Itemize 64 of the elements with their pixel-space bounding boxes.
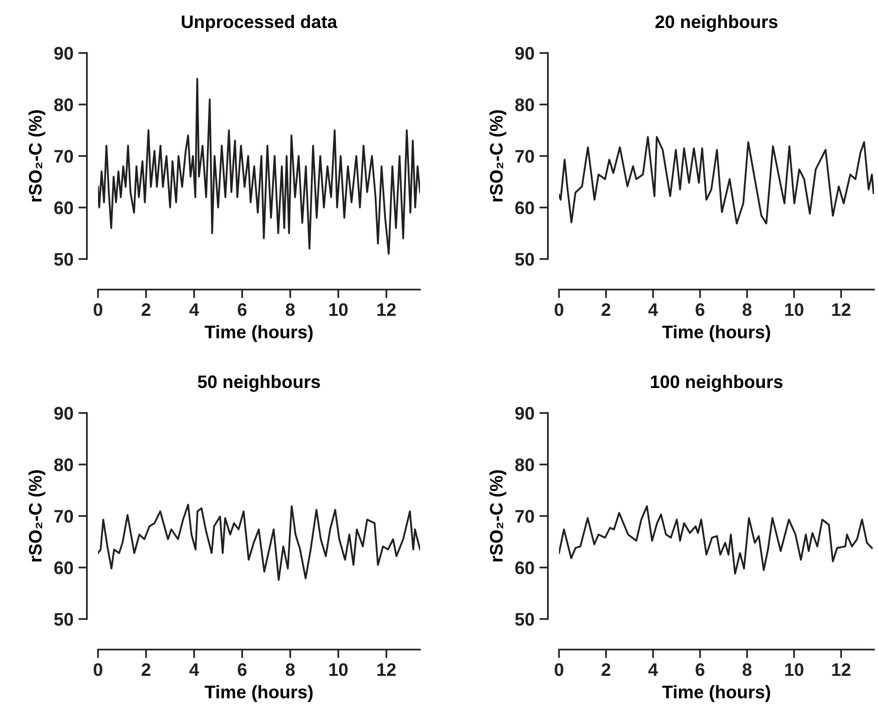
y-tick-label: 70 bbox=[515, 150, 534, 163]
x-tick-label: 10 bbox=[785, 303, 804, 316]
x-tick-label: 4 bbox=[189, 303, 200, 316]
y-tick-label: 50 bbox=[54, 252, 73, 266]
y-axis-title: rSO₂-C (%) bbox=[489, 110, 506, 202]
x-tick-label: 4 bbox=[648, 303, 658, 316]
x-tick-label: 4 bbox=[648, 663, 658, 676]
x-tick-label: 0 bbox=[94, 663, 102, 676]
x-tick-label: 2 bbox=[142, 663, 150, 676]
x-tick-label: 6 bbox=[238, 663, 247, 676]
y-tick-label: 50 bbox=[515, 252, 534, 266]
y-tick-label: 80 bbox=[54, 98, 73, 112]
y-tick-label: 70 bbox=[54, 150, 73, 163]
x-axis-title: Time (hours) bbox=[662, 685, 770, 702]
x-tick-label: 8 bbox=[742, 663, 752, 676]
x-tick-label: 6 bbox=[238, 303, 247, 316]
y-tick-label: 70 bbox=[54, 510, 73, 523]
x-axis-title: Time (hours) bbox=[662, 325, 770, 342]
x-tick-label: 10 bbox=[329, 303, 348, 316]
y-axis-title: rSO₂-C (%) bbox=[28, 470, 46, 562]
x-tick-label: 4 bbox=[189, 663, 200, 676]
chart-title: 20 neighbours bbox=[655, 14, 778, 32]
x-tick-label: 10 bbox=[329, 663, 348, 676]
line-series bbox=[98, 504, 420, 581]
y-tick-label: 80 bbox=[515, 458, 534, 472]
y-tick-label: 60 bbox=[515, 561, 534, 574]
x-axis-title: Time (hours) bbox=[204, 685, 313, 702]
x-tick-label: 8 bbox=[742, 303, 752, 316]
chart-title: 50 neighbours bbox=[198, 374, 320, 392]
y-tick-label: 70 bbox=[515, 510, 534, 523]
x-tick-label: 2 bbox=[142, 303, 150, 316]
y-tick-label: 60 bbox=[54, 561, 73, 574]
x-tick-label: 10 bbox=[785, 663, 804, 676]
x-tick-label: 12 bbox=[832, 303, 850, 316]
x-tick-label: 12 bbox=[377, 663, 396, 676]
line-series bbox=[98, 78, 420, 255]
line-series bbox=[559, 136, 874, 224]
y-tick-label: 90 bbox=[54, 46, 73, 60]
x-tick-label: 2 bbox=[602, 303, 610, 316]
chart-title: Unprocessed data bbox=[182, 14, 338, 32]
y-tick-label: 60 bbox=[515, 201, 534, 214]
y-tick-label: 60 bbox=[54, 201, 73, 214]
x-tick-label: 0 bbox=[554, 663, 564, 676]
x-tick-label: 12 bbox=[832, 663, 850, 676]
x-tick-label: 6 bbox=[696, 663, 704, 676]
y-axis-title: rSO₂-C (%) bbox=[28, 110, 46, 202]
chart-title: 100 neighbours bbox=[650, 374, 782, 392]
x-tick-label: 8 bbox=[286, 303, 295, 316]
y-tick-label: 90 bbox=[54, 406, 73, 420]
x-tick-label: 6 bbox=[696, 303, 704, 316]
y-tick-label: 80 bbox=[54, 458, 73, 472]
y-tick-label: 50 bbox=[515, 612, 534, 626]
line-series bbox=[559, 505, 873, 575]
x-tick-label: 0 bbox=[554, 303, 564, 316]
y-tick-label: 90 bbox=[515, 46, 534, 60]
x-tick-label: 2 bbox=[602, 663, 610, 676]
y-tick-label: 90 bbox=[515, 406, 534, 420]
x-tick-label: 8 bbox=[286, 663, 295, 676]
x-axis-title: Time (hours) bbox=[204, 325, 313, 342]
y-tick-label: 80 bbox=[515, 98, 534, 112]
y-tick-label: 50 bbox=[54, 612, 73, 626]
x-tick-label: 0 bbox=[94, 303, 102, 316]
y-axis-title: rSO₂-C (%) bbox=[489, 470, 506, 562]
x-tick-label: 12 bbox=[377, 303, 396, 316]
